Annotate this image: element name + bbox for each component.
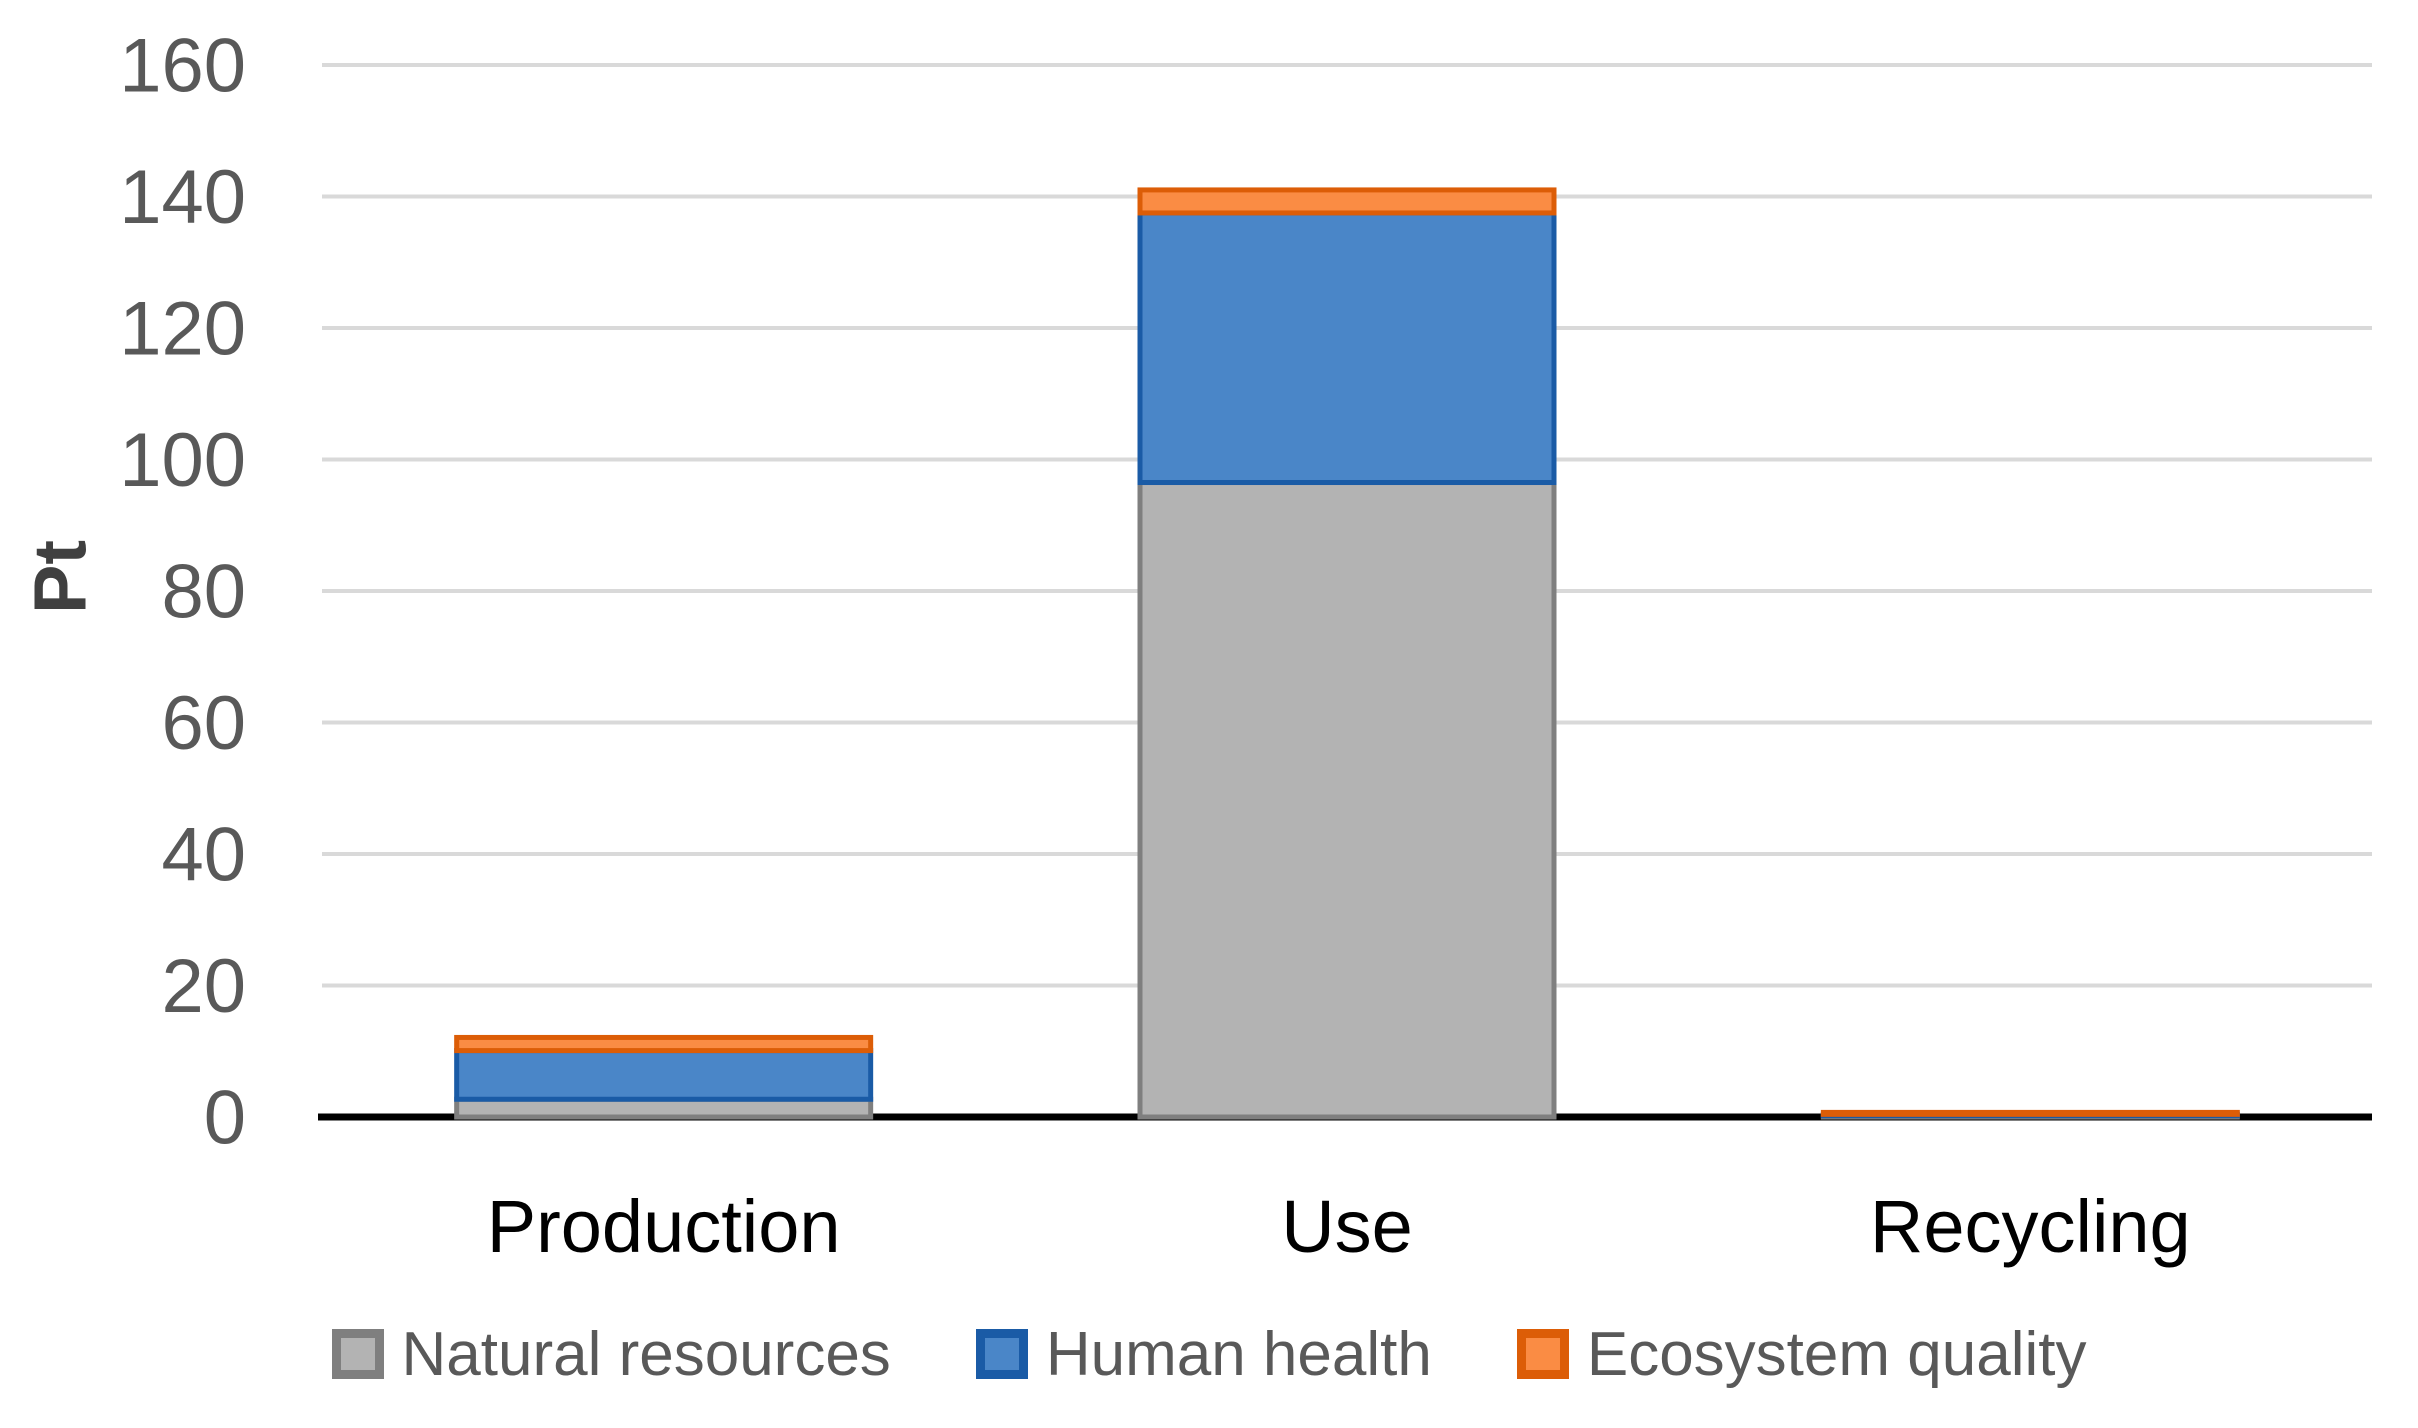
x-category-label: Production [487,1185,841,1268]
legend-label: Ecosystem quality [1586,1319,2087,1389]
legend-label: Natural resources [401,1319,891,1389]
legend-item-natural-resources: Natural resources [331,1319,891,1390]
bar-segment-production-human-health [454,1048,874,1102]
y-tick-label: 120 [119,287,246,372]
bar-segment-use-ecosystem-quality [1137,187,1557,216]
legend-item-ecosystem-quality: Ecosystem quality [1516,1319,2087,1390]
y-tick-label: 140 [119,155,246,240]
y-tick-label: 160 [119,24,246,109]
bar-segment-production-ecosystem-quality [454,1034,874,1054]
y-tick-label: 20 [161,944,246,1029]
legend-item-human-health: Human health [975,1319,1432,1390]
bar-segment-recycling-ecosystem-quality [1820,1109,2240,1117]
bar-segment-production-natural-resources [454,1096,874,1120]
x-category-label: Use [1281,1185,1413,1268]
bar-segment-use-human-health [1137,210,1557,486]
bar-segment-use-natural-resources [1137,480,1557,1120]
y-tick-label: 100 [119,418,246,503]
legend-label: Human health [1045,1319,1432,1389]
y-tick-label: 0 [204,1076,246,1161]
y-axis-title: Pt [18,540,102,614]
legend: Natural resources Human health Ecosystem q… [0,1316,2418,1392]
legend-swatch-ecosystem-quality [1516,1329,1569,1379]
legend-swatch-natural-resources [331,1329,384,1379]
y-tick-label: 80 [161,550,246,635]
legend-swatch-human-health [975,1329,1028,1379]
x-category-label: Recycling [1870,1185,2191,1268]
y-tick-label: 40 [161,813,246,898]
y-tick-label: 60 [161,681,246,766]
